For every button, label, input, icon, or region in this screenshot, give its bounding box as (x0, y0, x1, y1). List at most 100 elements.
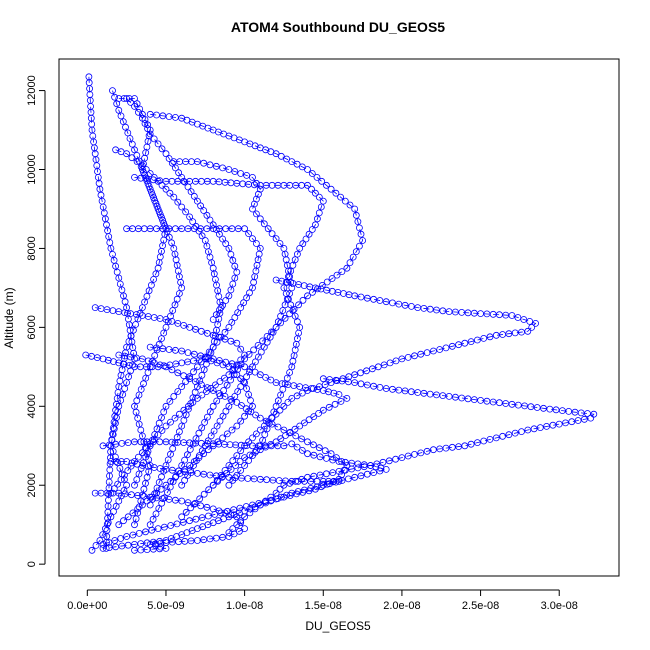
data-point (197, 327, 205, 335)
data-point (333, 271, 341, 279)
data-point (309, 385, 317, 392)
data-point (92, 542, 100, 549)
data-point (212, 226, 220, 233)
data-point (198, 514, 206, 521)
data-point (213, 397, 221, 405)
data-point (277, 435, 285, 443)
data-point (198, 371, 206, 379)
data-point (344, 475, 352, 483)
data-point (117, 112, 125, 120)
data-point (154, 525, 162, 532)
data-point (313, 173, 321, 181)
data-point (379, 458, 387, 466)
data-point (154, 431, 162, 439)
data-point (322, 470, 330, 478)
data-point (293, 392, 301, 400)
profile-series (146, 110, 367, 529)
data-point (417, 449, 425, 457)
data-point (219, 412, 227, 420)
data-point (162, 323, 170, 331)
data-point (211, 381, 219, 389)
data-point (102, 525, 109, 532)
data-point (338, 458, 346, 465)
data-point (395, 300, 403, 308)
data-point (201, 418, 209, 426)
data-point (190, 500, 198, 508)
data-point (117, 476, 125, 484)
data-point (121, 298, 129, 306)
data-point (296, 422, 304, 430)
data-point (233, 268, 241, 276)
data-point (246, 366, 254, 373)
data-point (228, 426, 236, 434)
data-point (219, 434, 227, 442)
data-point (201, 237, 209, 244)
data-point (392, 357, 400, 365)
data-point (118, 286, 126, 294)
data-point (173, 433, 181, 441)
data-point (124, 513, 132, 521)
data-point (225, 371, 233, 379)
data-point (123, 533, 130, 540)
data-point (299, 296, 307, 304)
data-point (310, 472, 318, 480)
data-point (113, 268, 121, 276)
data-point (140, 380, 147, 388)
data-point (204, 512, 212, 520)
data-point (158, 414, 165, 422)
y-tick-label: 10000 (26, 154, 38, 185)
data-point (319, 406, 327, 414)
y-tick-label: 2000 (26, 473, 38, 497)
data-point (156, 253, 164, 261)
data-point (178, 203, 186, 211)
data-point (429, 446, 437, 454)
data-point (280, 244, 288, 252)
data-point (335, 391, 343, 398)
data-point (317, 203, 325, 211)
data-point (562, 419, 569, 427)
data-point (249, 235, 256, 243)
data-point (146, 130, 154, 138)
data-point (250, 278, 258, 286)
data-point (170, 392, 178, 400)
data-point (173, 295, 181, 303)
data-point (243, 385, 251, 392)
data-point (232, 462, 240, 469)
data-point (243, 373, 251, 381)
data-point (319, 477, 327, 485)
data-point (206, 161, 214, 169)
data-point (291, 346, 299, 354)
data-point (267, 376, 275, 384)
data-point (287, 267, 295, 275)
data-point (201, 355, 209, 363)
data-point (228, 318, 236, 326)
data-point (329, 456, 337, 464)
data-point (167, 522, 175, 529)
data-point (178, 513, 186, 521)
data-point (237, 447, 245, 455)
data-point (145, 182, 153, 190)
data-point (138, 355, 146, 363)
data-point (249, 501, 256, 509)
data-point (105, 539, 113, 546)
data-point (315, 193, 323, 201)
data-point (88, 546, 96, 554)
data-point (268, 230, 276, 238)
data-point (123, 379, 130, 387)
data-point (162, 316, 170, 323)
data-point (455, 341, 463, 349)
data-point (411, 352, 418, 360)
data-point (215, 292, 223, 300)
data-point (197, 352, 205, 360)
data-point (182, 508, 190, 516)
data-point (411, 450, 418, 458)
data-point (255, 499, 263, 507)
data-point (157, 485, 165, 493)
data-point (330, 477, 338, 485)
data-point (305, 230, 313, 238)
data-point (329, 469, 337, 477)
data-point (120, 360, 128, 368)
data-point (144, 125, 152, 133)
data-point (110, 358, 117, 366)
data-point (115, 106, 123, 114)
